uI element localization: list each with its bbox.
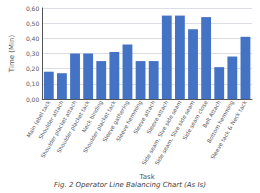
- svg-text:Shoulder placket tack: Shoulder placket tack: [55, 99, 91, 154]
- svg-text:Side seam, Slve side seam: Side seam, Slve side seam: [140, 99, 183, 166]
- svg-text:Neck binding: Neck binding: [80, 99, 104, 134]
- svg-text:Main label tack: Main label tack: [25, 99, 52, 139]
- svg-text:Sleeve attach: Sleeve attach: [132, 99, 157, 136]
- svg-text:Sleeve gathering: Sleeve gathering: [101, 99, 131, 143]
- svg-text:Task: Task: [139, 173, 156, 181]
- svg-text:Shoulder placket attach: Shoulder placket attach: [39, 99, 78, 160]
- svg-text:Fig. 2 Operator Line Balancing: Fig. 2 Operator Line Balancing Chart (As…: [54, 181, 206, 189]
- svg-text:Sleeve attach: Sleeve attach: [145, 99, 170, 136]
- svg-text:Shoulder placket tack: Shoulder placket tack: [82, 99, 117, 154]
- svg-text:Belt Attach: Belt Attach: [201, 99, 222, 129]
- svg-text:0,00: 0,00: [26, 96, 40, 103]
- svg-text:Shoulder attach: Shoulder attach: [37, 99, 65, 141]
- svg-text:Time (Min): Time (Min): [8, 35, 16, 74]
- svg-text:0,50: 0,50: [26, 20, 40, 27]
- svg-text:Sleeve tack & Neck tack: Sleeve tack & Neck tack: [209, 99, 248, 160]
- svg-text:0,10: 0,10: [26, 80, 40, 87]
- svg-text:Bottom hemming: Bottom hemming: [205, 99, 235, 144]
- svg-text:0,30: 0,30: [26, 50, 40, 57]
- svg-text:0,20: 0,20: [26, 65, 40, 72]
- svg-text:Side seam close: Side seam close: [181, 99, 209, 141]
- svg-text:0,40: 0,40: [26, 35, 40, 42]
- svg-text:0,60: 0,60: [26, 5, 40, 12]
- svg-text:Sleeve hemming: Sleeve hemming: [114, 99, 144, 143]
